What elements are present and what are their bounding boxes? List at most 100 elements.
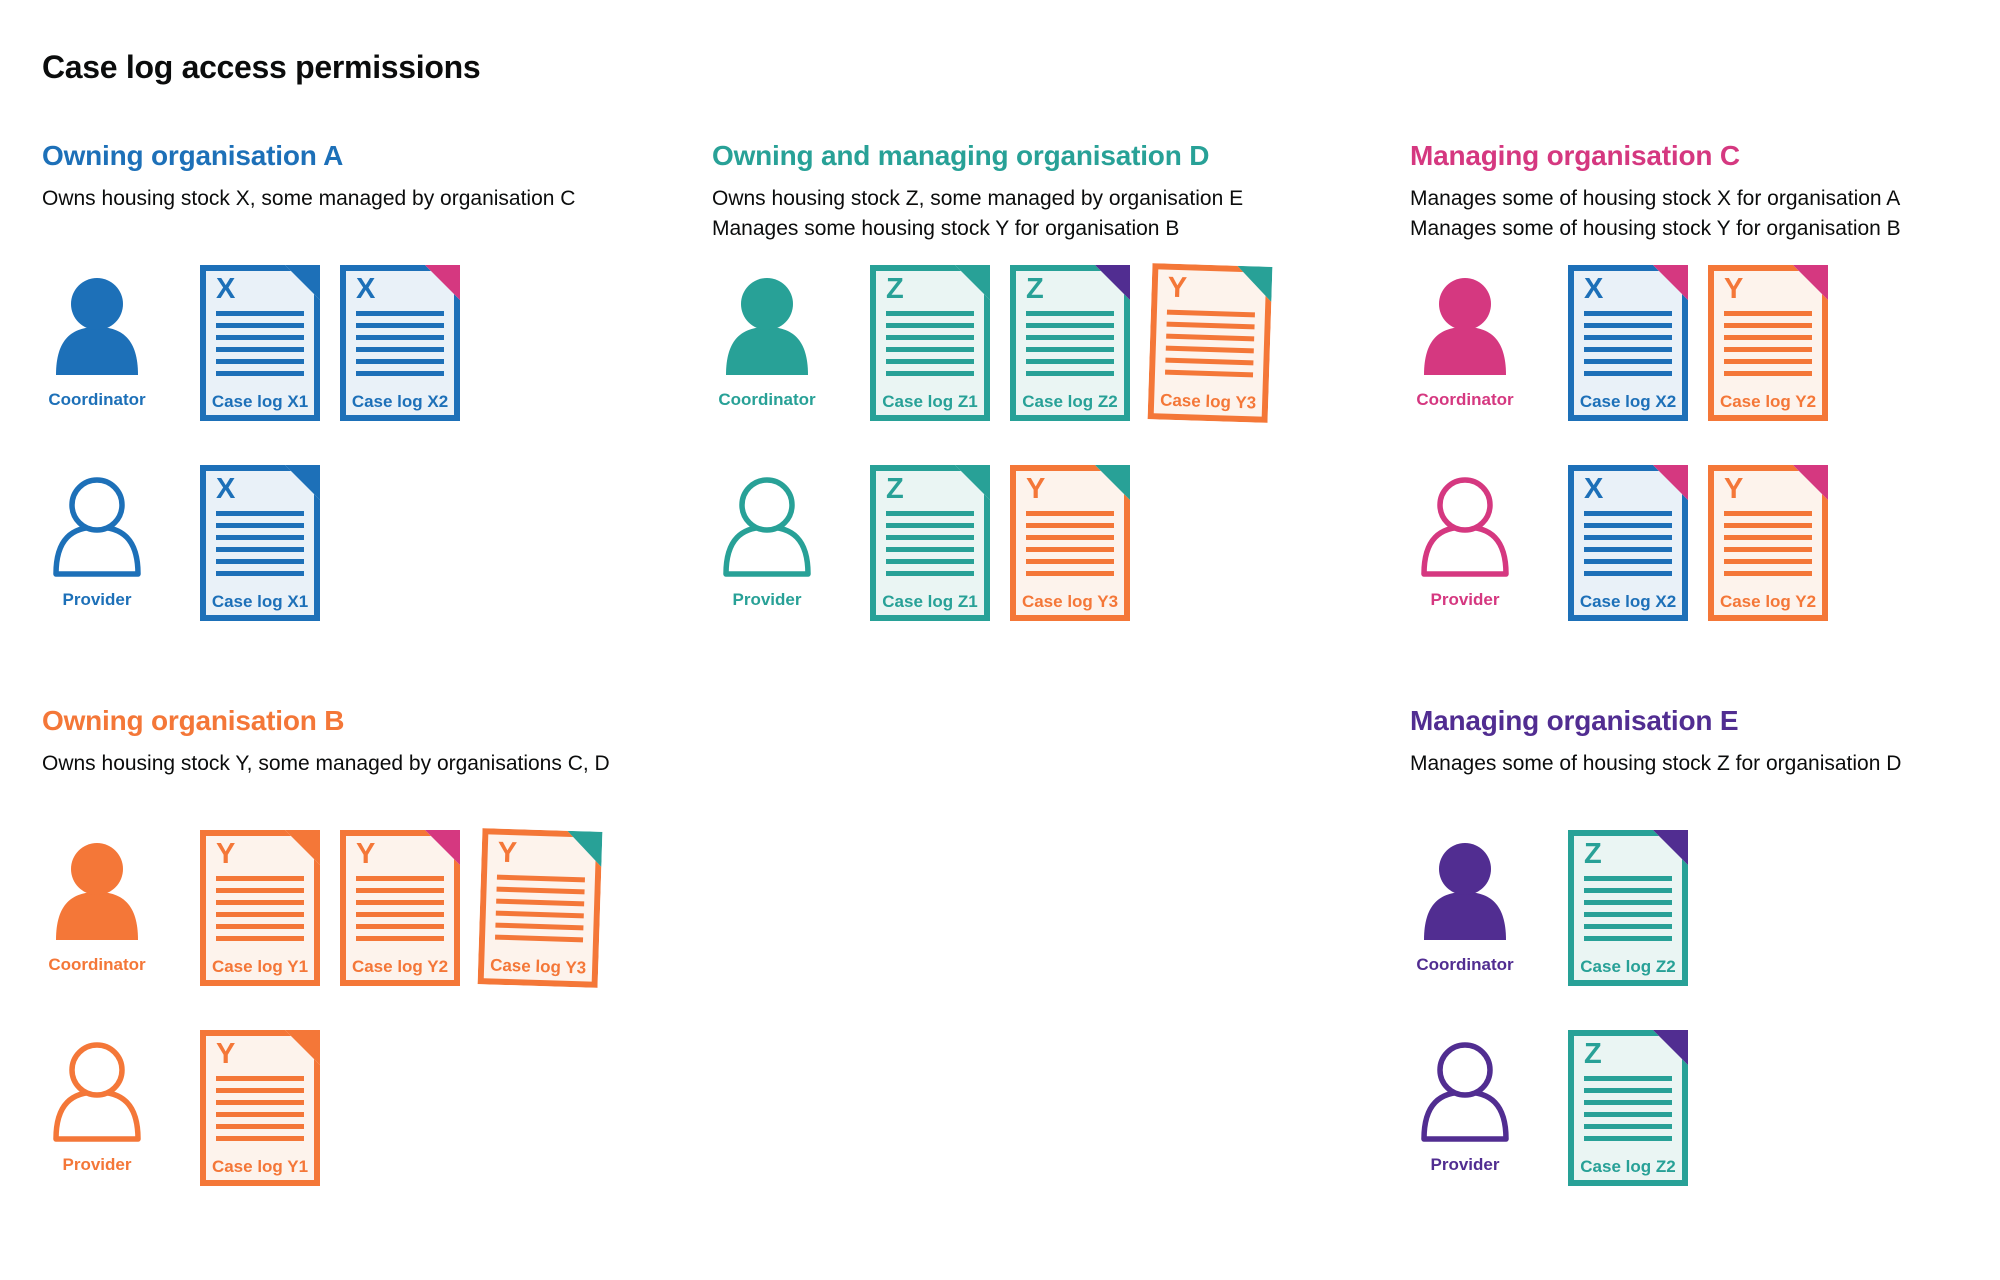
provider-row: Provider X Case log X2 Y Case log Y	[1410, 465, 1828, 621]
doc-letter: Y	[216, 838, 236, 870]
provider-label: Provider	[1430, 1155, 1500, 1174]
coordinator-person-icon	[726, 278, 808, 375]
provider-row: Provider Z Case log Z1 Y Case log Y	[712, 465, 1130, 621]
provider-person-icon	[53, 1042, 141, 1142]
doc-label: Case log Z1	[882, 592, 978, 611]
doc-label: Case log X1	[211, 392, 309, 411]
document-icon	[1708, 265, 1828, 421]
doc-case-log-y2: Y Case log Y2	[340, 830, 460, 986]
section-heading: Managing organisation C	[1410, 140, 1740, 171]
document-icon	[200, 265, 320, 421]
doc-label: Case log X1	[211, 592, 309, 611]
doc-case-log-y1: Y Case log Y1	[200, 830, 320, 986]
doc-label: Case log Y2	[1719, 392, 1817, 411]
doc-case-log-x2: X Case log X2	[1568, 465, 1688, 621]
coordinator-row: Coordinator X Case log X2 Y Case lo	[1410, 265, 1828, 421]
section-description: Manages some of housing stock X for orga…	[1410, 184, 1990, 244]
doc-label: Case log X2	[1579, 592, 1677, 611]
section-description-line: Owns housing stock Y, some managed by or…	[42, 752, 610, 775]
doc-group: Y Case log Y1 Y Case log Y2 Y	[200, 828, 603, 988]
section-description: Owns housing stock Z, some managed by or…	[712, 184, 1392, 244]
coordinator-person-icon	[1424, 843, 1506, 940]
section-owning-organisation-a: Owning organisation A Owns housing stock…	[42, 140, 682, 621]
doc-label: Case log Z2	[1580, 1157, 1676, 1176]
doc-letter: X	[356, 273, 376, 305]
doc-letter: Y	[356, 838, 376, 870]
coordinator-label: Coordinator	[1416, 390, 1514, 409]
page-title: Case log access permissions	[42, 49, 481, 86]
doc-case-log-y2: Y Case log Y2	[1708, 465, 1828, 621]
coordinator-figure: Coordinator	[1410, 842, 1520, 975]
doc-label: Case log X2	[1579, 392, 1677, 411]
section-owning-and-managing-organisation-d: Owning and managing organisation D Owns …	[712, 140, 1392, 621]
doc-case-log-y3: Y Case log Y3	[477, 828, 603, 988]
document-icon	[1010, 265, 1130, 421]
doc-letter: X	[216, 273, 236, 305]
coordinator-figure: Coordinator	[42, 842, 152, 975]
doc-label: Case log Z1	[882, 392, 978, 411]
doc-letter: X	[1584, 273, 1604, 305]
section-description-line: Owns housing stock Z, some managed by or…	[712, 187, 1244, 210]
section-description: Manages some of housing stock Z for orga…	[1410, 749, 1990, 779]
coordinator-figure: Coordinator	[712, 277, 822, 410]
section-description-line: Manages some of housing stock X for orga…	[1410, 187, 1901, 210]
coordinator-figure: Coordinator	[42, 277, 152, 410]
doc-label: Case log Y3	[1159, 390, 1257, 413]
section-managing-organisation-c: Managing organisation C Manages some of …	[1410, 140, 1990, 621]
doc-case-log-y3: Y Case log Y3	[1147, 263, 1273, 423]
provider-person-icon	[723, 477, 811, 577]
doc-label: Case log Z2	[1580, 957, 1676, 976]
doc-letter: Y	[1167, 271, 1188, 305]
provider-label: Provider	[1430, 590, 1500, 609]
doc-case-log-y1: Y Case log Y1	[200, 1030, 320, 1186]
doc-label: Case log X2	[351, 392, 449, 411]
section-owning-organisation-b: Owning organisation B Owns housing stock…	[42, 705, 702, 1186]
doc-case-log-z2: Z Case log Z2	[1568, 1030, 1688, 1186]
provider-row: Provider X Case log X1	[42, 465, 320, 621]
provider-person-icon	[1421, 477, 1509, 577]
doc-group: X Case log X1	[200, 465, 320, 621]
doc-letter: Y	[1724, 473, 1744, 505]
section-managing-organisation-e: Managing organisation E Manages some of …	[1410, 705, 1990, 1186]
coordinator-label: Coordinator	[48, 955, 146, 974]
doc-label: Case log Y2	[351, 957, 449, 976]
doc-group: Y Case log Y1	[200, 1030, 320, 1186]
doc-label: Case log Y3	[489, 955, 587, 978]
provider-figure: Provider	[42, 477, 152, 610]
doc-group: X Case log X2 Y Case log Y2	[1568, 465, 1828, 621]
doc-group: X Case log X2 Y Case log Y2	[1568, 265, 1828, 421]
doc-label: Case log Y3	[1021, 592, 1119, 611]
doc-case-log-z1: Z Case log Z1	[870, 265, 990, 421]
doc-case-log-x2: X Case log X2	[1568, 265, 1688, 421]
doc-letter: Y	[1026, 473, 1046, 505]
section-heading: Owning and managing organisation D	[712, 140, 1210, 171]
section-heading: Owning organisation A	[42, 140, 344, 171]
provider-figure: Provider	[1410, 1042, 1520, 1175]
document-icon	[200, 465, 320, 621]
doc-label: Case log Y2	[1719, 592, 1817, 611]
doc-case-log-z1: Z Case log Z1	[870, 465, 990, 621]
section-description: Owns housing stock X, some managed by or…	[42, 184, 682, 214]
coordinator-row: Coordinator Z Case log Z1 Z Case lo	[712, 263, 1273, 423]
doc-letter: X	[1584, 473, 1604, 505]
coordinator-row: Coordinator Y Case log Y1 Y Case lo	[42, 828, 603, 988]
provider-label: Provider	[62, 590, 132, 609]
document-icon	[1568, 465, 1688, 621]
document-icon	[870, 465, 990, 621]
document-icon	[340, 830, 460, 986]
doc-label: Case log Z2	[1022, 392, 1118, 411]
coordinator-person-icon	[1424, 278, 1506, 375]
provider-row: Provider Z Case log Z2	[1410, 1030, 1688, 1186]
document-icon	[870, 265, 990, 421]
document-icon	[1147, 263, 1273, 423]
doc-group: X Case log X1 X Case log X2	[200, 265, 460, 421]
document-icon	[477, 828, 603, 988]
provider-label: Provider	[732, 590, 802, 609]
doc-group: Z Case log Z1 Y Case log Y3	[870, 465, 1130, 621]
doc-case-log-y3: Y Case log Y3	[1010, 465, 1130, 621]
section-description: Owns housing stock Y, some managed by or…	[42, 749, 702, 779]
document-icon	[1010, 465, 1130, 621]
document-icon	[1708, 465, 1828, 621]
document-icon	[1568, 265, 1688, 421]
doc-group: Z Case log Z1 Z Case log Z2 Y	[870, 263, 1273, 423]
